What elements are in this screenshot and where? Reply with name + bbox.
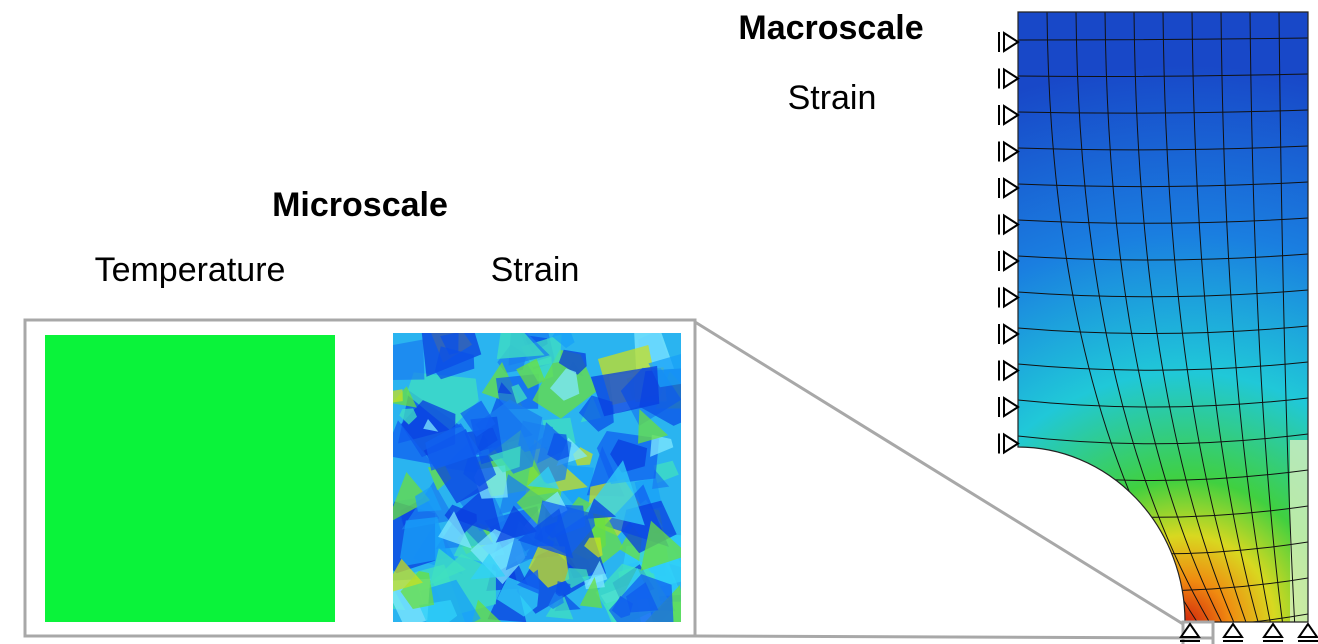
support-triangle [1004, 143, 1018, 161]
support-triangle [1004, 216, 1018, 234]
support-triangle [1004, 325, 1018, 343]
panel-label: Temperature [95, 251, 286, 289]
support-triangle [1004, 362, 1018, 380]
grain [382, 340, 424, 381]
support-triangle [1004, 70, 1018, 88]
macroscale-label: Strain [788, 79, 877, 117]
figure: Macroscale Strain Microscale Temperature… [0, 0, 1318, 644]
support-triangle [1299, 624, 1317, 637]
macroscale-title: Macroscale [738, 9, 923, 47]
support-triangle [1004, 252, 1018, 270]
microscale-title: Microscale [272, 186, 448, 224]
support-triangle [1004, 106, 1018, 124]
support-triangle [1004, 33, 1018, 51]
grain [387, 389, 403, 403]
edge-strip [1290, 440, 1308, 622]
support-triangle [1224, 624, 1242, 637]
zoom-line [695, 636, 1213, 638]
support-triangle [1004, 179, 1018, 197]
temperature-field [45, 335, 335, 622]
support-triangle [1004, 435, 1018, 453]
support-triangle [1264, 624, 1282, 637]
strain-field [372, 299, 704, 644]
panel-label: Strain [491, 251, 580, 289]
support-triangle [1004, 398, 1018, 416]
macro-field [1018, 12, 1308, 622]
support-triangle [1004, 289, 1018, 307]
